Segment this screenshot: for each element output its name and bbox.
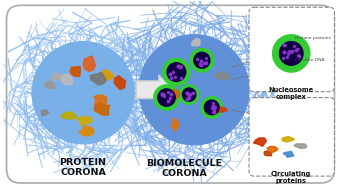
- Circle shape: [40, 49, 127, 136]
- Polygon shape: [253, 138, 266, 146]
- Polygon shape: [45, 81, 55, 89]
- Text: PROTEIN
CORONA: PROTEIN CORONA: [60, 158, 107, 177]
- Polygon shape: [294, 144, 307, 148]
- Polygon shape: [264, 151, 272, 156]
- Polygon shape: [90, 72, 106, 85]
- Polygon shape: [267, 146, 278, 153]
- Polygon shape: [51, 73, 64, 81]
- Polygon shape: [79, 126, 94, 136]
- Polygon shape: [83, 56, 95, 72]
- Circle shape: [194, 52, 210, 68]
- Circle shape: [179, 85, 199, 105]
- Circle shape: [279, 42, 303, 65]
- Circle shape: [167, 63, 186, 81]
- Text: Histone proteins: Histone proteins: [295, 36, 331, 40]
- Circle shape: [163, 58, 190, 86]
- Polygon shape: [171, 118, 179, 132]
- Polygon shape: [70, 67, 80, 76]
- Polygon shape: [214, 71, 230, 80]
- Polygon shape: [62, 112, 77, 119]
- Polygon shape: [282, 136, 295, 142]
- Text: BIOMOLECULE
CORONA: BIOMOLECULE CORONA: [146, 159, 222, 178]
- Polygon shape: [94, 103, 110, 115]
- Polygon shape: [61, 74, 73, 85]
- Text: Nucleosome
complex: Nucleosome complex: [268, 87, 314, 100]
- Polygon shape: [168, 70, 183, 78]
- Polygon shape: [167, 90, 180, 101]
- Text: Cell-free DNA: Cell-free DNA: [295, 58, 325, 62]
- Circle shape: [139, 35, 249, 145]
- Circle shape: [273, 35, 310, 72]
- Circle shape: [201, 97, 223, 118]
- Polygon shape: [101, 70, 113, 80]
- Circle shape: [154, 85, 179, 110]
- Circle shape: [205, 100, 219, 115]
- FancyBboxPatch shape: [249, 7, 334, 92]
- Polygon shape: [77, 117, 92, 125]
- FancyArrow shape: [136, 75, 173, 105]
- Text: Circulating
proteins: Circulating proteins: [271, 171, 311, 184]
- Circle shape: [147, 43, 241, 136]
- Polygon shape: [94, 95, 107, 107]
- FancyBboxPatch shape: [249, 98, 334, 176]
- FancyBboxPatch shape: [6, 5, 334, 183]
- Polygon shape: [214, 106, 227, 112]
- Circle shape: [190, 49, 214, 72]
- Polygon shape: [41, 110, 49, 115]
- Polygon shape: [114, 76, 126, 89]
- Circle shape: [158, 89, 175, 106]
- Polygon shape: [283, 151, 294, 157]
- Polygon shape: [192, 39, 200, 46]
- Circle shape: [183, 88, 196, 101]
- Circle shape: [32, 42, 134, 144]
